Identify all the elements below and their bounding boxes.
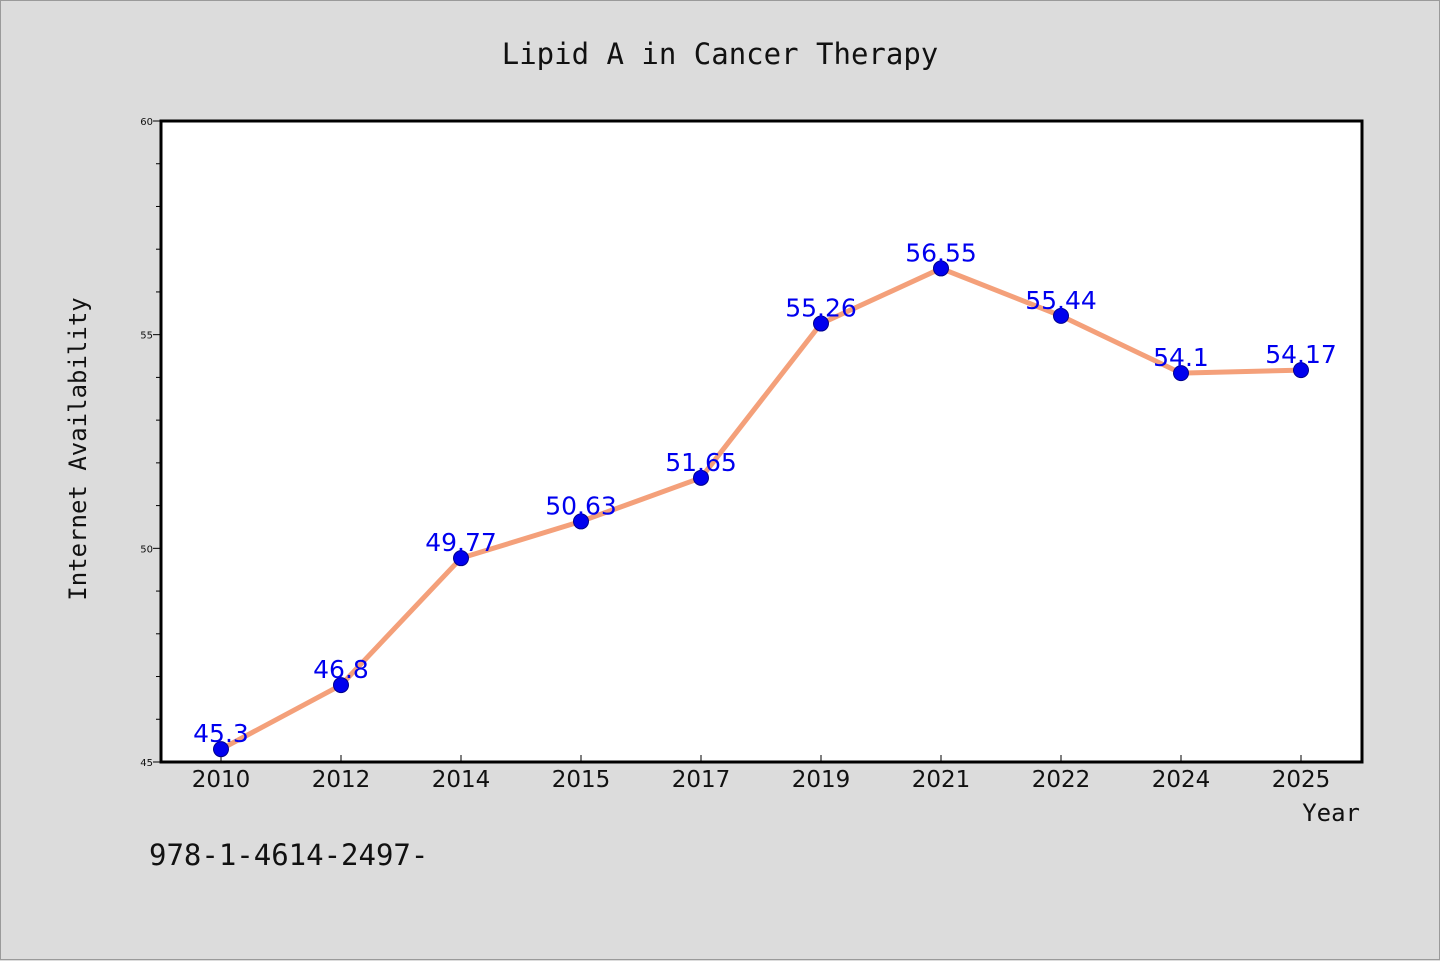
data-label: 55.44	[1025, 286, 1097, 315]
data-point-marker	[1053, 307, 1069, 324]
data-point-marker	[813, 315, 829, 332]
data-point-marker	[573, 513, 589, 530]
data-point-marker	[453, 550, 469, 567]
data-label: 46.8	[313, 655, 369, 684]
chart-title: Lipid A in Cancer Therapy	[502, 37, 939, 71]
x-tick-label: 2012	[312, 767, 371, 793]
data-label: 55.26	[785, 294, 857, 323]
y-tick-label: 45	[140, 758, 153, 769]
y-tick-label: 50	[140, 544, 153, 555]
y-axis-label: Internet Availability	[64, 297, 92, 600]
data-label: 56.55	[905, 238, 977, 267]
x-tick-label: 2014	[432, 767, 491, 793]
data-label: 49.77	[425, 528, 497, 557]
y-tick-label: 60	[140, 117, 153, 128]
data-label: 51.65	[665, 448, 737, 477]
data-label: 54.1	[1153, 343, 1209, 372]
y-tick-label: 55	[140, 331, 153, 342]
data-point-marker	[1293, 362, 1309, 379]
x-axis-label: Year	[1302, 799, 1360, 827]
x-axis-ticks: 2010 2012 2014 2015 2017 2019 2021 2022 2024 2025	[192, 755, 1331, 793]
data-label: 45.3	[193, 719, 249, 748]
x-tick-label: 2024	[1152, 767, 1211, 793]
data-point-marker	[933, 260, 949, 277]
series-line	[218, 265, 1304, 752]
x-tick-label: 2019	[792, 767, 851, 793]
data-point-marker	[213, 741, 229, 758]
x-tick-label: 2010	[192, 767, 251, 793]
x-tick-label: 2015	[552, 767, 611, 793]
footer-text: 978-1-4614-2497-	[149, 838, 428, 872]
data-label: 50.63	[545, 491, 617, 520]
y-axis-ticks: 45 50 55 60	[140, 117, 161, 769]
data-labels: 45.3 46.8 49.77 50.63 51.65 55.26 56.55 55.44 54…	[193, 238, 1337, 748]
x-tick-label: 2025	[1272, 767, 1331, 793]
data-point-marker	[333, 677, 349, 694]
data-label: 54.17	[1265, 340, 1337, 369]
x-tick-label: 2021	[912, 767, 971, 793]
x-tick-label: 2017	[672, 767, 731, 793]
data-point-marker	[1173, 365, 1189, 382]
data-markers	[213, 260, 1309, 758]
data-point-marker	[693, 469, 709, 486]
plot-area	[159, 119, 1364, 764]
x-tick-label: 2022	[1032, 767, 1091, 793]
